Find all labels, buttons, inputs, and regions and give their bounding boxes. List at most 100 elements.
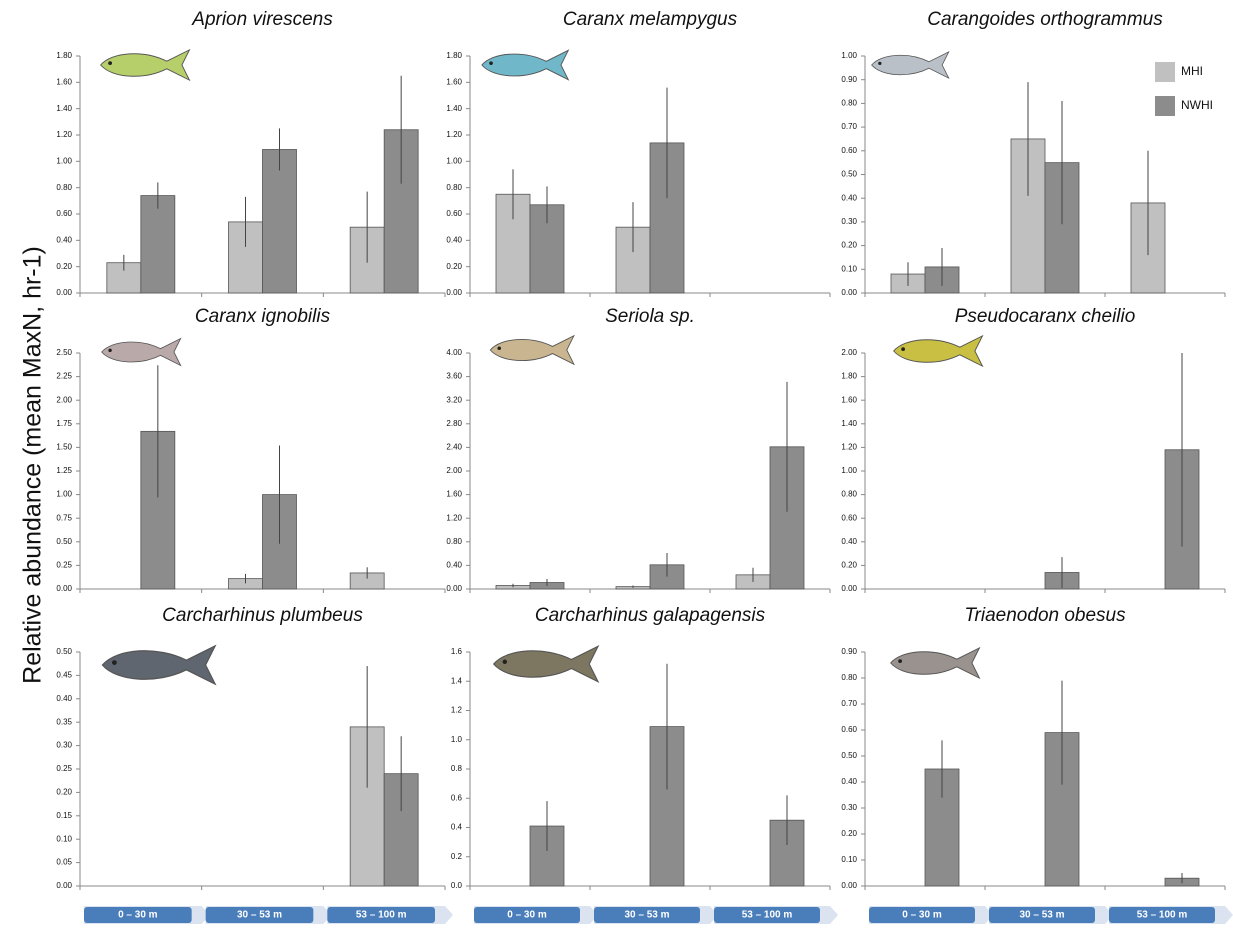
y-tick-label: 1.4 [451, 676, 463, 685]
y-tick-label: 1.00 [841, 51, 857, 60]
y-tick-label: 0.80 [446, 183, 462, 192]
y-tick-label: 0.15 [56, 811, 72, 820]
shark-icon [891, 648, 980, 678]
y-tick-label: 0.50 [56, 537, 72, 546]
y-tick-label: 1.20 [56, 130, 72, 139]
x-tick-label: 0 – 30 m [118, 910, 158, 921]
y-tick-label: 0.50 [841, 170, 857, 179]
fish-icon [872, 52, 949, 78]
y-tick-label: 0.00 [446, 584, 462, 593]
y-tick-label: 0.30 [56, 741, 72, 750]
y-tick-label: 0.40 [446, 235, 462, 244]
y-tick-label: 1.0 [451, 735, 463, 744]
y-tick-label: 0.2 [451, 852, 463, 861]
y-tick-label: 0.90 [841, 647, 857, 656]
y-tick-label: 1.6 [451, 647, 463, 656]
y-tick-label: 0.10 [56, 834, 72, 843]
y-tick-label: 0.60 [841, 146, 857, 155]
y-tick-label: 0.25 [56, 561, 72, 570]
y-tick-label: 2.00 [446, 466, 462, 475]
x-tick-label: 30 – 53 m [237, 910, 282, 921]
y-tick-label: 0.50 [841, 751, 857, 760]
x-tick-label: 53 – 100 m [1137, 910, 1188, 921]
panel-title: Aprion virescens [191, 9, 333, 30]
y-tick-label: 2.80 [446, 419, 462, 428]
y-tick-label: 1.00 [446, 156, 462, 165]
y-tick-label: 0.40 [841, 193, 857, 202]
bar [263, 149, 297, 293]
y-tick-label: 0.40 [446, 561, 462, 570]
y-tick-label: 2.25 [56, 372, 72, 381]
y-tick-label: 0.70 [841, 699, 857, 708]
y-tick-label: 0.75 [56, 513, 72, 522]
shark-icon [494, 646, 598, 682]
x-tick-label: 0 – 30 m [507, 910, 547, 921]
y-tick-label: 0.20 [56, 262, 72, 271]
panel-title: Seriola sp. [605, 306, 695, 327]
x-tick-label: 30 – 53 m [624, 910, 669, 921]
y-tick-label: 1.60 [841, 395, 857, 404]
y-tick-label: 1.40 [56, 104, 72, 113]
y-tick-label: 0.40 [56, 235, 72, 244]
legend-label: NWHI [1181, 98, 1213, 112]
legend-swatch [1155, 96, 1175, 116]
y-axis-label: Relative abundance (mean MaxN, hr-1) [19, 246, 47, 684]
panel-title: Caranx ignobilis [195, 306, 331, 327]
y-tick-label: 0.80 [841, 673, 857, 682]
y-tick-label: 0.0 [451, 881, 463, 890]
y-tick-label: 1.2 [451, 706, 463, 715]
y-tick-label: 0.00 [841, 584, 857, 593]
shark-icon [102, 646, 215, 684]
y-tick-label: 0.70 [841, 122, 857, 131]
y-tick-label: 0.6 [451, 793, 463, 802]
y-tick-label: 0.8 [451, 764, 463, 773]
y-tick-label: 1.80 [56, 51, 72, 60]
legend-label: MHI [1181, 64, 1203, 78]
bar [141, 196, 175, 293]
y-tick-label: 2.00 [841, 348, 857, 357]
y-tick-label: 0.00 [56, 288, 72, 297]
y-tick-label: 0.90 [841, 75, 857, 84]
panel-title: Caranx melampygus [563, 9, 738, 30]
y-tick-label: 2.00 [56, 395, 72, 404]
y-tick-label: 0.35 [56, 717, 72, 726]
y-tick-label: 0.60 [841, 725, 857, 734]
y-tick-label: 1.60 [56, 77, 72, 86]
fish-icon [101, 50, 190, 80]
y-tick-label: 1.40 [841, 419, 857, 428]
y-tick-label: 0.10 [841, 264, 857, 273]
y-tick-label: 0.40 [56, 694, 72, 703]
y-tick-label: 0.60 [841, 513, 857, 522]
x-tick-label: 53 – 100 m [356, 910, 407, 921]
y-tick-label: 0.00 [56, 881, 72, 890]
y-tick-label: 0.30 [841, 217, 857, 226]
y-tick-label: 2.40 [446, 443, 462, 452]
y-tick-label: 3.60 [446, 372, 462, 381]
y-tick-label: 0.00 [446, 288, 462, 297]
y-tick-label: 0.80 [56, 183, 72, 192]
legend-swatch [1155, 62, 1175, 82]
y-tick-label: 3.20 [446, 395, 462, 404]
y-tick-label: 1.75 [56, 419, 72, 428]
fish-icon [894, 336, 983, 366]
y-tick-label: 0.40 [841, 537, 857, 546]
fish-icon [490, 336, 574, 364]
y-tick-label: 1.60 [446, 77, 462, 86]
y-tick-label: 0.4 [451, 823, 463, 832]
y-tick-label: 0.80 [841, 99, 857, 108]
y-tick-label: 1.00 [56, 156, 72, 165]
y-tick-label: 0.60 [56, 209, 72, 218]
y-tick-label: 0.30 [841, 803, 857, 812]
y-tick-label: 0.20 [841, 241, 857, 250]
x-tick-label: 0 – 30 m [902, 910, 942, 921]
y-tick-label: 1.60 [446, 490, 462, 499]
y-tick-label: 0.00 [841, 288, 857, 297]
y-tick-label: 1.00 [841, 466, 857, 475]
x-tick-label: 30 – 53 m [1019, 910, 1064, 921]
y-tick-label: 1.20 [446, 130, 462, 139]
y-tick-label: 1.80 [446, 51, 462, 60]
y-tick-label: 0.05 [56, 858, 72, 867]
y-tick-label: 0.20 [446, 262, 462, 271]
figure: Relative abundance (mean MaxN, hr-1) Apr… [0, 0, 1233, 930]
panel-title: Carcharhinus plumbeus [162, 605, 363, 626]
